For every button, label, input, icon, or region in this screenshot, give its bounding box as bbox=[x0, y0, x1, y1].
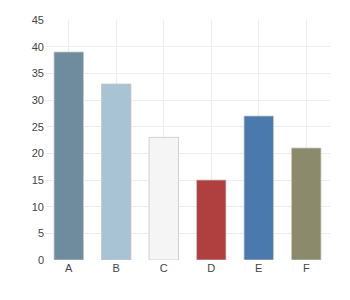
svg-text:F: F bbox=[303, 262, 310, 274]
svg-text:A: A bbox=[65, 262, 73, 274]
svg-text:0: 0 bbox=[38, 254, 44, 266]
svg-text:D: D bbox=[207, 262, 215, 274]
svg-text:25: 25 bbox=[32, 121, 44, 133]
svg-text:35: 35 bbox=[32, 67, 44, 79]
svg-text:15: 15 bbox=[32, 174, 44, 186]
svg-text:40: 40 bbox=[32, 41, 44, 53]
svg-text:45: 45 bbox=[32, 14, 44, 26]
svg-text:5: 5 bbox=[38, 227, 44, 239]
svg-text:20: 20 bbox=[32, 147, 44, 159]
svg-text:E: E bbox=[255, 262, 262, 274]
svg-text:B: B bbox=[113, 262, 120, 274]
svg-text:C: C bbox=[160, 262, 168, 274]
svg-text:10: 10 bbox=[32, 201, 44, 213]
svg-text:30: 30 bbox=[32, 94, 44, 106]
